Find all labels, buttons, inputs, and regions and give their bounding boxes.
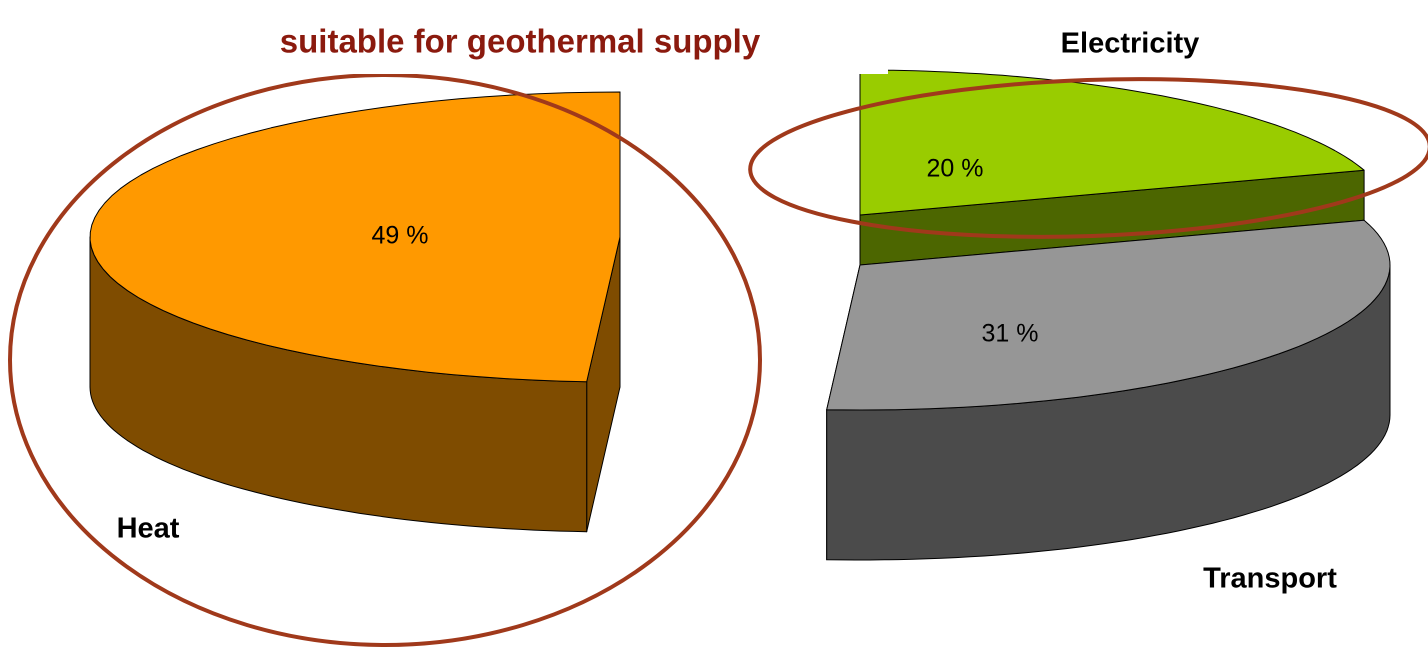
- highlight-ellipse: [8, 73, 762, 647]
- annotation-background: [158, 12, 888, 74]
- value-label: 20 %: [927, 155, 984, 183]
- slice-top: [826, 219, 1391, 411]
- highlight-ellipse: [748, 77, 1428, 239]
- value-label: 31 %: [982, 320, 1039, 348]
- value-label: 49 %: [372, 222, 429, 250]
- slice-top: [89, 91, 621, 383]
- category-label: Transport: [1203, 563, 1337, 595]
- category-label: Electricity: [1061, 28, 1200, 60]
- pie-slice: [826, 219, 1391, 561]
- category-label: Heat: [117, 513, 180, 545]
- pie: [89, 69, 1391, 561]
- slice-top: [859, 69, 1365, 216]
- annotation: suitable for geothermal supply: [280, 23, 761, 60]
- pie-slice: [89, 91, 621, 533]
